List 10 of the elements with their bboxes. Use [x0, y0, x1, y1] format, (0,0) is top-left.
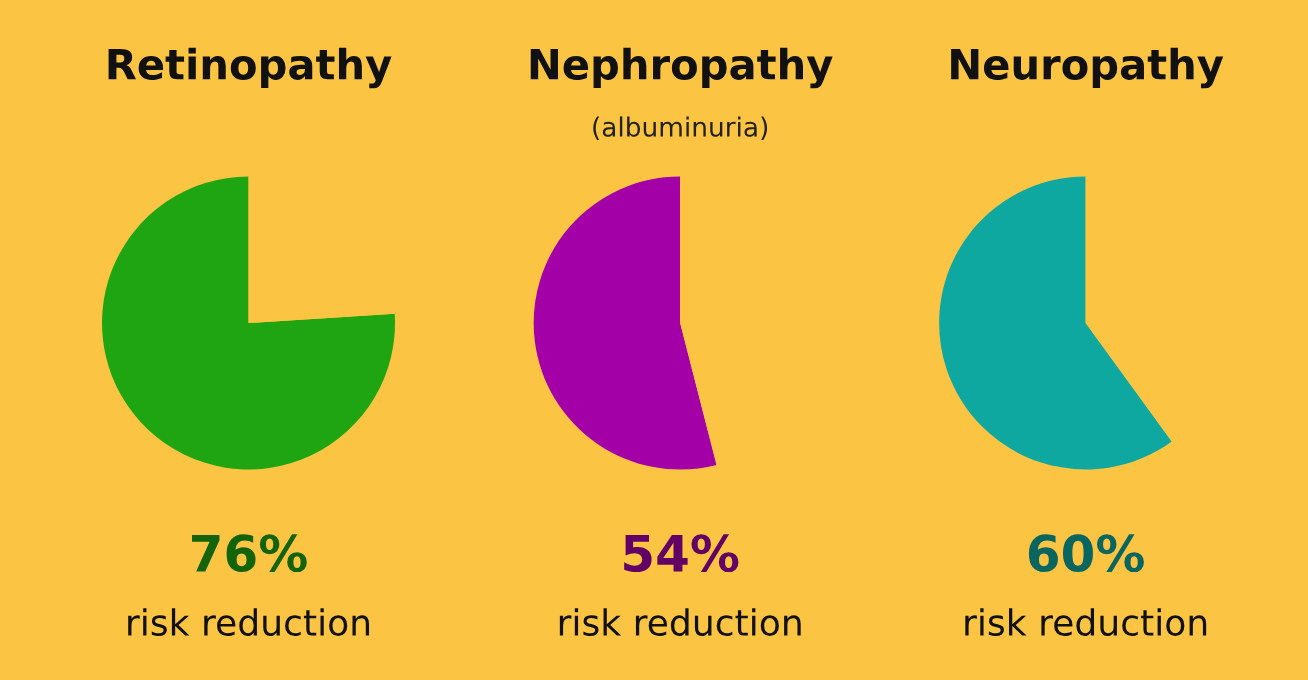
text: risk reduction	[965, 608, 1207, 637]
chart-title: Nephropathy	[530, 47, 833, 89]
text: risk reduction	[128, 608, 370, 637]
chart-title: Retinopathy	[108, 47, 392, 89]
data-label: 76%	[192, 534, 307, 573]
text: risk reduction	[559, 608, 801, 637]
chart-title: Neuropathy	[951, 47, 1224, 89]
chart-subtitle: (albuminuria)	[593, 116, 768, 140]
data-label: 60%	[1028, 534, 1144, 573]
data-label: 54%	[624, 534, 739, 573]
